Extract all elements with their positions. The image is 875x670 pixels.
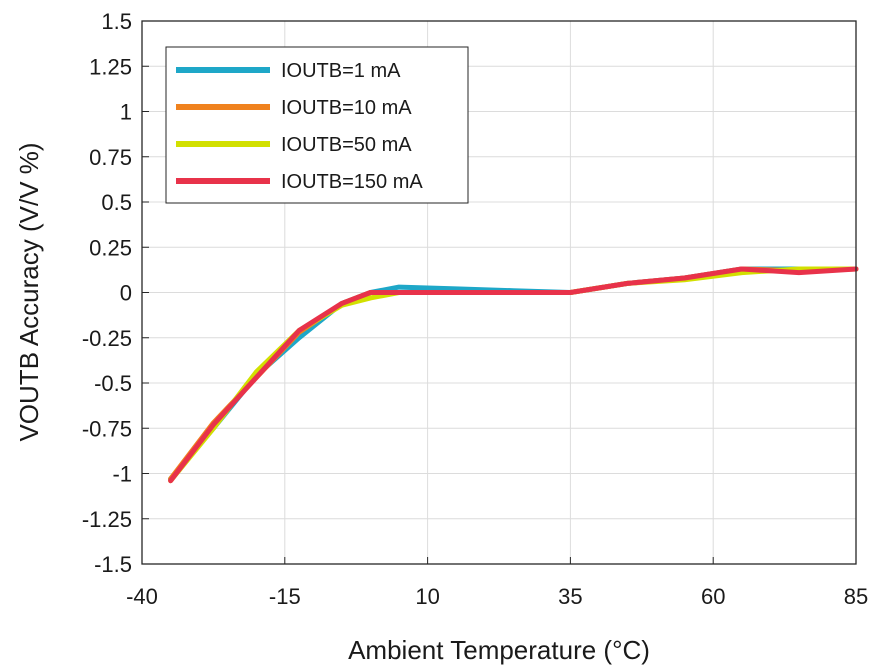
y-tick-labels: 1.5 1.25 1 0.75 0.5 0.25 0 -0.25 -0.5 -0.75 -1 -1.2… — [82, 9, 132, 577]
y-tick-label: 0.75 — [89, 145, 132, 170]
x-axis-title: Ambient Temperature (°C) — [348, 635, 650, 665]
series-line-3 — [168, 266, 859, 484]
x-tick-label: -40 — [126, 584, 158, 609]
x-tick-labels: -40 -15 10 35 60 85 — [126, 584, 868, 609]
y-tick-label: -0.25 — [82, 326, 132, 351]
y-tick-label: -1.25 — [82, 507, 132, 532]
x-tick-label: 10 — [415, 584, 439, 609]
y-tick-label: -1 — [112, 462, 132, 487]
y-tick-label: 1.25 — [89, 54, 132, 79]
y-axis-title: VOUTB Accuracy (V/V %) — [14, 142, 44, 441]
y-tick-label: 0 — [120, 281, 132, 306]
series-line-2 — [168, 266, 859, 482]
legend-label: IOUTB=50 mA — [281, 134, 412, 156]
x-tick-label: 60 — [701, 584, 725, 609]
y-tick-label: 0.25 — [89, 235, 132, 260]
legend-label: IOUTB=150 mA — [281, 171, 423, 193]
plot-frame — [141, 20, 857, 565]
series-lines — [168, 266, 859, 484]
x-tick-label: 35 — [558, 584, 582, 609]
y-tick-label: -0.5 — [94, 371, 132, 396]
legend-label: IOUTB=10 mA — [281, 97, 412, 119]
series-line-1 — [168, 266, 859, 482]
legend: IOUTB=1 mA IOUTB=10 mA IOUTB=50 mA IOUTB=15… — [165, 46, 469, 204]
x-tick-label: -15 — [269, 584, 301, 609]
y-tick-label: -0.75 — [82, 416, 132, 441]
y-tick-label: 1.5 — [101, 9, 132, 34]
y-tick-label: -1.5 — [94, 552, 132, 577]
series-line-4 — [168, 266, 859, 484]
y-tick-label: 1 — [120, 100, 132, 125]
legend-label: IOUTB=1 mA — [281, 60, 401, 82]
x-tick-label: 85 — [844, 584, 868, 609]
y-tick-label: 0.5 — [101, 190, 132, 215]
